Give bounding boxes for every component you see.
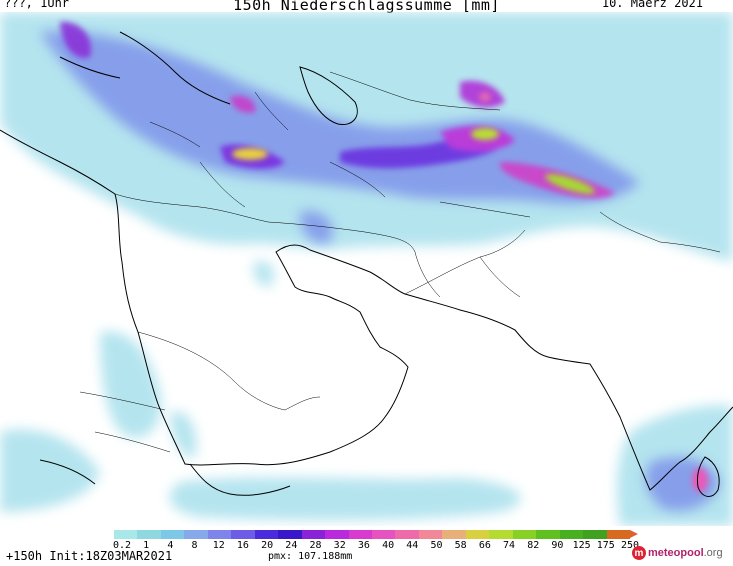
colorbar-tick-label: 40 [382,540,395,551]
colorbar-segment [348,530,372,539]
colorbar-segment [137,530,161,539]
meteopool-logo[interactable]: m meteo pool .org [632,546,723,560]
colorbar-segment [207,530,232,539]
brand-main: pool [680,547,704,559]
colorbar-arrow [630,530,638,538]
colorbar-tick-label: 16 [236,540,249,551]
run-info: +150h Init:18Z03MAR2021 [6,549,173,563]
colorbar-tick-label: 24 [285,540,298,551]
colorbar-segment [489,530,513,539]
colorbar-segment [114,530,138,539]
colorbar-tick-label: 66 [478,540,491,551]
colorbar-segment [254,530,279,539]
colorbar-tick-label: 50 [430,540,443,551]
colorbar-segment [512,530,537,539]
colorbar-segment [559,530,584,539]
colorbar-tick-label: 36 [357,540,370,551]
colorbar-tick-label: 58 [454,540,467,551]
map-title: 150h Niederschlagssumme [mm] [233,0,500,14]
colorbar-segment [371,530,396,539]
borders [79,71,721,453]
colorbar-tick-label: 90 [551,540,564,551]
colorbar-tick-label: 32 [333,540,346,551]
header-date: 10. Maerz 2021 [601,0,703,10]
colorbar-segment [606,530,630,539]
colorbar-tick-label: 74 [503,540,516,551]
brand-suffix: .org [703,547,723,559]
colorbar-tick-label: 4 [167,540,174,551]
colorbar-tick-label: 0.2 [112,540,132,551]
colorbar-segment [418,530,443,539]
colorbar-segment [536,530,560,539]
coastlines [0,31,733,497]
colorbar-tick-label: 8 [191,540,198,551]
colorbar-segment [301,530,326,539]
colorbar-tick-label: 28 [309,540,322,551]
colorbar-tick-label: 250 [620,540,640,551]
colorbar-segment [442,530,466,539]
colorbar-labels: 0.2 1 4 8 12 16 20 24 28 32 36 40 44 50 58 66 74 82 90 125 1… [108,540,640,552]
colorbar-segment [583,530,607,539]
colorbar-segment [325,530,349,539]
brand-prefix: meteo [648,547,681,559]
colorbar-tick-label: 20 [261,540,274,551]
precip-peaks [232,92,708,492]
colorbar-tick-label: 82 [527,540,540,551]
colorbar-tick-label: 1 [143,540,150,551]
logo-icon: m [632,546,646,560]
colorbar-segment [184,530,208,539]
colorbar-tick-label: 44 [406,540,419,551]
header-valid-time: ???, 1Uhr [4,0,70,10]
colorbar-segment [395,530,419,539]
pmx-value: pmx: 107.188mm [268,551,353,562]
precipitation-map [0,12,733,526]
colorbar-segment [231,530,255,539]
colorbar-tick-label: 12 [212,540,225,551]
colorbar-tick-label: 125 [572,540,591,551]
colorbar-tick-label: 175 [596,540,615,551]
colorbar-segment [278,530,302,539]
colorbar-segment [160,530,185,539]
colorbar [114,530,630,539]
colorbar-segment [465,530,490,539]
